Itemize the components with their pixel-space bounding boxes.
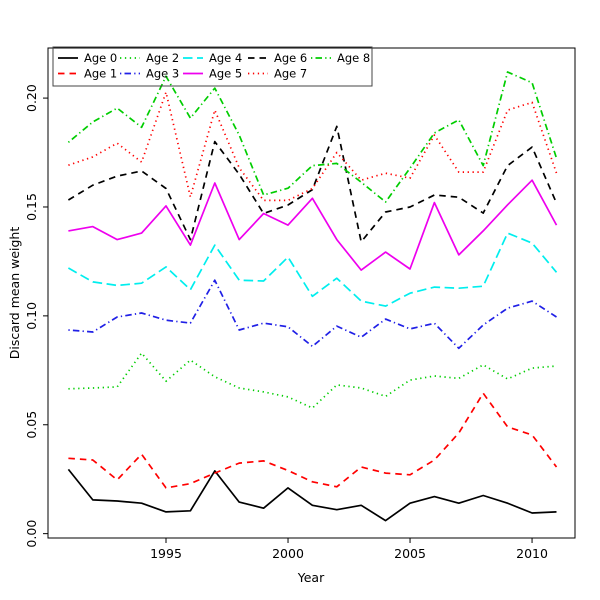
plot-box bbox=[47, 47, 576, 539]
series-line-age-7 bbox=[68, 91, 558, 202]
x-tick-label: 2000 bbox=[272, 546, 304, 561]
legend-label: Age 7 bbox=[274, 67, 307, 81]
x-axis-label: Year bbox=[297, 570, 325, 585]
y-tick-label: 0.20 bbox=[24, 84, 39, 112]
y-tick-label: 0.05 bbox=[24, 411, 39, 439]
legend-label: Age 5 bbox=[209, 67, 242, 81]
y-axis-label: Discard mean weight bbox=[7, 226, 22, 360]
x-tick-label: 1995 bbox=[150, 546, 182, 561]
legend-box bbox=[52, 46, 373, 87]
legend-item-age-7: Age 7 bbox=[248, 67, 307, 81]
legend-label: Age 8 bbox=[337, 51, 370, 65]
legend-item-age-3: Age 3 bbox=[120, 67, 179, 81]
series-line-age-0 bbox=[67, 468, 557, 522]
y-tick-label: 0.15 bbox=[24, 193, 39, 221]
legend-label: Age 0 bbox=[84, 51, 117, 65]
x-tick-label: 2005 bbox=[394, 546, 426, 561]
legend-label: Age 6 bbox=[274, 51, 307, 65]
legend-label: Age 2 bbox=[146, 51, 179, 65]
x-tick-label: 2010 bbox=[516, 546, 548, 561]
legend-item-age-2: Age 2 bbox=[120, 51, 179, 65]
legend-item-age-0: Age 0 bbox=[58, 51, 117, 65]
legend-label: Age 3 bbox=[146, 67, 179, 81]
series-line-age-1 bbox=[68, 392, 558, 489]
legend-item-age-4: Age 4 bbox=[183, 51, 242, 65]
legend-item-age-1: Age 1 bbox=[58, 67, 117, 81]
legend-item-age-5: Age 5 bbox=[183, 67, 242, 81]
legend-label: Age 1 bbox=[84, 67, 117, 81]
series-line-age-8 bbox=[67, 71, 558, 203]
legend-label: Age 4 bbox=[209, 51, 242, 65]
series-line-age-5 bbox=[68, 179, 558, 271]
series-line-age-6 bbox=[67, 125, 558, 243]
y-tick-label: 0.00 bbox=[24, 520, 39, 548]
series-line-age-3 bbox=[68, 279, 557, 350]
series-line-age-4 bbox=[67, 232, 558, 307]
legend-item-age-8: Age 8 bbox=[311, 51, 370, 65]
series-line-age-2 bbox=[68, 352, 557, 409]
legend-item-age-6: Age 6 bbox=[248, 51, 307, 65]
y-tick-label: 0.10 bbox=[24, 302, 39, 330]
